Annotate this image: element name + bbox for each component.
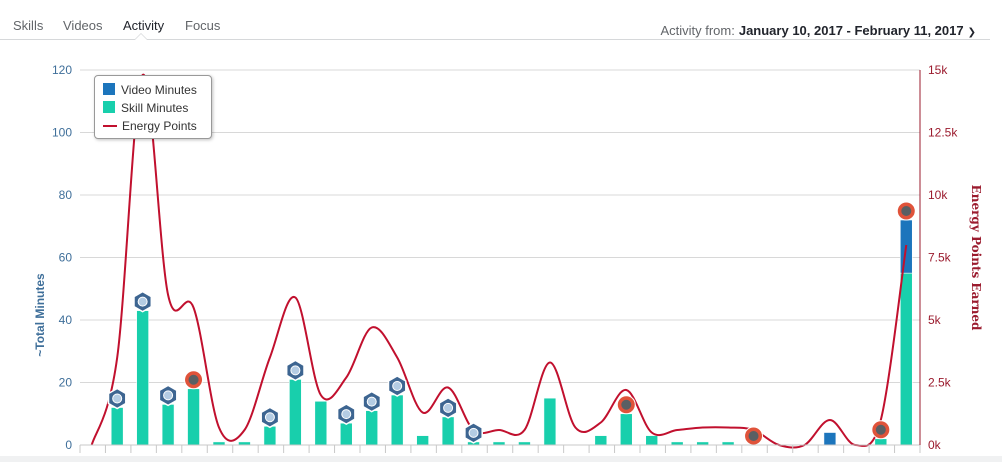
skill-minutes-bar (594, 435, 608, 446)
left-axis-tick-label: 100 (52, 126, 72, 140)
legend-label: Video Minutes (121, 83, 197, 97)
chart-legend: Video Minutes Skill Minutes Energy Point… (94, 75, 212, 139)
badge-center (366, 396, 377, 407)
right-axis-tick-label: 15k (928, 63, 948, 77)
right-axis-tick-label: 10k (928, 188, 948, 202)
activity-chart: 0 0k 20 2.5k 40 5k 60 7.5k 80 10k 100 12.5k 120 15k ~T… (33, 63, 983, 453)
left-axis-title: ~Total Minutes (33, 273, 47, 357)
right-axis-tick-label: 0k (928, 438, 942, 452)
right-axis-tick-label: 5k (928, 313, 942, 327)
legend-item-video-minutes[interactable]: Video Minutes (103, 83, 197, 97)
video-minutes-bar (823, 432, 837, 446)
right-axis-tick-label: 2.5k (928, 376, 952, 390)
left-axis-tick-label: 120 (52, 63, 72, 77)
badge-center (264, 412, 275, 423)
legend-item-skill-minutes[interactable]: Skill Minutes (103, 101, 188, 115)
left-axis-tick-label: 20 (59, 376, 73, 390)
right-axis-tick-label: 7.5k (928, 251, 952, 265)
left-axis-tick-label: 40 (59, 313, 73, 327)
skill-minutes-bar (136, 310, 149, 446)
point-marker-center (188, 374, 199, 385)
tab-skills[interactable]: Skills (13, 18, 44, 33)
right-axis-tick-label: 12.5k (928, 126, 958, 140)
markers (107, 201, 916, 446)
skill-minutes-bar (365, 410, 379, 446)
energy-line (90, 73, 908, 449)
tab-videos[interactable]: Videos (63, 18, 103, 33)
video-minutes-swatch (103, 83, 115, 95)
left-axis-tick-label: 0 (65, 438, 72, 452)
skill-minutes-bar (339, 422, 353, 446)
activity-tab-bar: Skills Videos Activity Focus Activity fr… (0, 0, 990, 40)
skill-minutes-bar (390, 394, 404, 446)
energy-points-swatch (103, 125, 117, 127)
badge-center (112, 393, 123, 404)
skill-minutes-bar (441, 416, 455, 446)
point-marker-center (621, 399, 632, 410)
footer-strip (0, 456, 1002, 462)
badge-center (443, 402, 454, 413)
skill-minutes-bar (187, 388, 200, 446)
skill-minutes-bar (899, 272, 913, 446)
legend-label: Energy Points (122, 119, 197, 133)
skill-minutes-bar (645, 435, 659, 446)
axes: 0 0k 20 2.5k 40 5k 60 7.5k 80 10k 100 12.5k 120 15k ~T… (33, 63, 983, 453)
active-tab-indicator (134, 33, 148, 40)
badge-center (163, 390, 174, 401)
bars (110, 219, 913, 446)
skill-minutes-bar (110, 407, 124, 446)
badge-center (468, 427, 479, 438)
skill-minutes-bar (416, 435, 429, 446)
chevron-down-icon: ❯ (967, 27, 976, 38)
skill-minutes-bar (263, 425, 277, 446)
legend-item-energy-points[interactable]: Energy Points (103, 119, 197, 133)
badge-center (341, 409, 352, 420)
tab-activity[interactable]: Activity (123, 18, 165, 33)
right-axis-title: Energy Points Earned (969, 185, 983, 331)
skill-minutes-bar (874, 438, 888, 446)
badge-center (290, 365, 301, 376)
badge-center (137, 296, 148, 307)
date-range-value: January 10, 2017 - February 11, 2017 (738, 23, 964, 38)
skill-minutes-bar (314, 400, 328, 446)
point-marker-center (748, 431, 759, 441)
date-range-selector[interactable]: Activity from: January 10, 2017 - Februar… (660, 23, 976, 38)
left-axis-tick-label: 60 (59, 251, 73, 265)
skill-minutes-bar (619, 413, 633, 446)
left-axis-tick-label: 80 (59, 188, 73, 202)
grid-lines (80, 69, 920, 383)
date-range-label: Activity from: (660, 23, 735, 38)
tab-focus[interactable]: Focus (185, 18, 221, 33)
point-marker-center (901, 206, 912, 216)
energy-points-line (90, 73, 908, 449)
skill-minutes-bar (161, 404, 175, 446)
skill-minutes-bar (543, 397, 557, 446)
point-marker-center (875, 424, 886, 435)
legend-label: Skill Minutes (121, 101, 189, 115)
badge-center (392, 381, 403, 391)
skill-minutes-bar (289, 379, 302, 446)
skill-minutes-swatch (103, 101, 115, 113)
